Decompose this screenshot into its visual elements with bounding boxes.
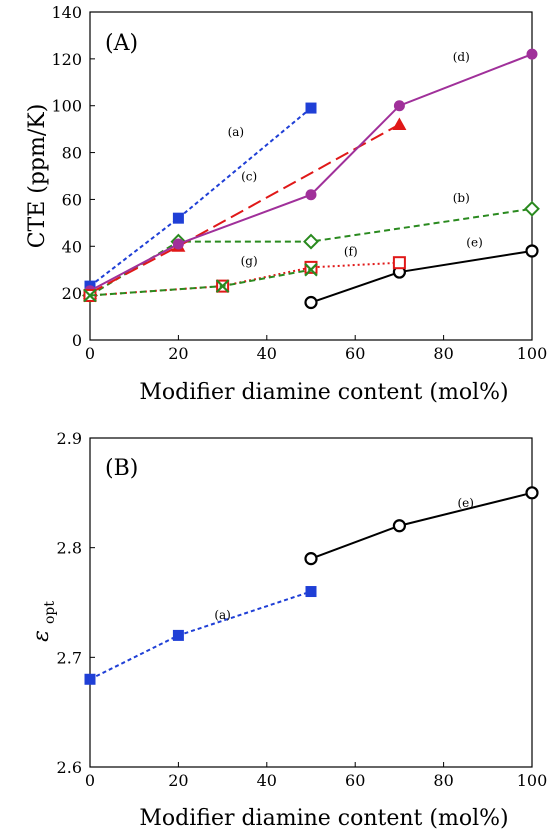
panel-a-x-tick-label: 0	[85, 344, 95, 363]
panel-b-x-tick-label: 80	[433, 771, 453, 790]
panel-b-series-a-point	[84, 673, 96, 685]
panel-a-y-tick-label: 120	[51, 50, 82, 69]
panel-b-x-tick-label: 40	[257, 771, 277, 790]
panel-a-y-tick-label: 60	[62, 190, 82, 209]
panel-a-series-e-line	[310, 249, 533, 304]
panel-a-chart: (A) Modifier diamine content (mol%) CTE …	[25, 3, 547, 405]
panel-a-series-f-line	[89, 261, 400, 297]
panel-a-series-b-line	[89, 207, 533, 297]
panel-a-series-g-label: (g)	[241, 254, 258, 268]
panel-a-label: (A)	[105, 31, 138, 56]
panel-b-plot-frame	[89, 437, 533, 768]
panel-b-y-axis-subscript: opt	[42, 601, 58, 624]
panel-a-series-e-point	[304, 295, 318, 310]
panel-a-x-tick-label: 40	[257, 344, 277, 363]
panel-a-series-c: (c)	[83, 117, 407, 299]
panel-b-series-a-point	[305, 586, 317, 598]
panel-a-x-tick-label: 100	[517, 344, 548, 363]
panel-a-series-a-point	[305, 102, 317, 114]
panel-a-series-b-point	[524, 200, 540, 217]
panel-b-series-a-line	[89, 590, 312, 681]
panel-b-x-tick-label: 0	[85, 771, 95, 790]
panel-b-x-tick-label: 60	[345, 771, 365, 790]
panel-a-plot-frame	[89, 11, 533, 341]
panel-b-chart: (B) Modifier diamine content (mol%) ε op…	[29, 429, 547, 831]
panel-b-series-e-point	[525, 486, 539, 500]
panel-a-series-c-label: (c)	[241, 170, 257, 184]
panel-a-y-tick-label: 80	[62, 144, 82, 163]
panel-a-series-b-label: (b)	[453, 191, 470, 205]
panel-b-series-e-point	[392, 519, 406, 533]
panel-a-series-f-point	[304, 260, 318, 274]
panel-a-y-tick-label: 140	[51, 3, 82, 22]
panel-a-series-b-point	[303, 233, 319, 250]
panel-a-series-d-point	[526, 48, 538, 60]
panel-b-y-tick-label: 2.6	[57, 758, 82, 777]
panel-a-series-c-point	[392, 117, 407, 130]
panel-b-y-tick-label: 2.7	[57, 648, 82, 667]
panel-b-series-a: (a)	[84, 586, 317, 685]
panel-a-series-g-point	[304, 262, 318, 277]
panel-a-y-tick-label: 40	[62, 237, 82, 256]
panel-b-series-e-point	[304, 552, 318, 566]
panel-b-series-a-label: (a)	[214, 608, 231, 622]
panel-b-label: (B)	[105, 456, 138, 481]
panel-a-series-f-point	[392, 256, 406, 270]
panel-a-series-e-point	[525, 244, 539, 258]
panel-b-y-axis-label: ε opt	[29, 601, 58, 642]
panel-b-x-tick-label: 100	[517, 771, 548, 790]
panel-a-series-a-point	[172, 212, 184, 224]
panel-b-y-axis-symbol: ε	[29, 630, 54, 642]
panel-b-series-e: (e)	[304, 486, 539, 566]
panel-a-series-a: (a)	[84, 102, 317, 292]
panel-a-x-tick-label: 80	[433, 344, 453, 363]
panel-a-series-d-point	[305, 189, 317, 201]
panel-b-y-tick-label: 2.9	[57, 429, 82, 448]
panel-a-series-a-line	[89, 107, 312, 287]
panel-b-x-tick-label: 20	[168, 771, 188, 790]
panel-a-y-tick-label: 20	[62, 284, 82, 303]
panel-b-series-a-point	[172, 629, 184, 641]
panel-b-x-axis-label: Modifier diamine content (mol%)	[139, 806, 508, 831]
panel-a-x-axis-label: Modifier diamine content (mol%)	[139, 380, 508, 405]
panel-b-series-e-line	[310, 491, 533, 560]
panel-a-series-a-label: (a)	[228, 125, 245, 139]
panel-b-series-e-label: (e)	[457, 496, 473, 510]
panel-a-series-g-point	[83, 288, 97, 303]
panel-a-series-e-label: (e)	[466, 235, 482, 249]
panel-a-y-tick-label: 100	[51, 97, 82, 116]
panel-a-series-g: (g)	[83, 254, 318, 303]
panel-a-series-f-label: (f)	[344, 245, 358, 259]
panel-a-series-d-label: (d)	[453, 50, 470, 64]
panel-a-series-e: (e)	[304, 235, 539, 310]
panel-b-y-tick-label: 2.8	[57, 539, 82, 558]
panel-a-y-tick-label: 0	[72, 331, 82, 350]
panel-a-series-d-point	[172, 238, 184, 250]
panel-a-series-d-point	[393, 100, 405, 112]
panel-a-x-tick-label: 20	[168, 344, 188, 363]
panel-a-x-tick-label: 60	[345, 344, 365, 363]
panel-a-y-axis-label: CTE (ppm/K)	[25, 104, 50, 249]
panel-a-series-g-point	[215, 279, 230, 293]
